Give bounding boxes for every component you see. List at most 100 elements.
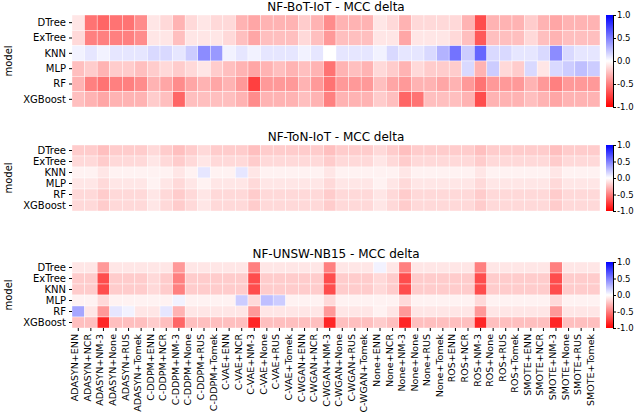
cell	[210, 92, 223, 107]
tick: MLP	[46, 178, 72, 189]
cell	[587, 76, 600, 91]
cell	[72, 273, 85, 284]
cell	[499, 156, 512, 167]
cell	[85, 306, 98, 317]
cell	[537, 178, 550, 189]
tick: None+NCR	[384, 328, 395, 387]
cell	[273, 262, 286, 273]
tick-label: ROS+Tomek	[509, 334, 520, 393]
cell	[122, 262, 135, 273]
cell	[462, 15, 475, 30]
cell	[235, 284, 248, 295]
tick-mark	[69, 172, 72, 173]
cell	[349, 189, 362, 200]
cell	[135, 200, 148, 211]
cell	[587, 15, 600, 30]
tick-label: RF	[53, 306, 66, 317]
cell	[223, 284, 236, 295]
cell	[72, 15, 85, 30]
cell	[575, 61, 588, 76]
cell	[160, 30, 173, 45]
cell	[562, 167, 575, 178]
tick: C-DDPM+NCR	[157, 328, 168, 401]
cell	[286, 317, 299, 328]
tick: ADASYN+None	[107, 328, 118, 406]
cell	[261, 295, 274, 306]
cell	[210, 145, 223, 156]
tick-mark	[69, 22, 72, 23]
cell	[298, 145, 311, 156]
cell	[298, 167, 311, 178]
cell	[135, 30, 148, 45]
cell	[424, 167, 437, 178]
cell	[587, 145, 600, 156]
cell	[537, 284, 550, 295]
tick-mark	[69, 183, 72, 184]
cell	[437, 30, 450, 45]
cell	[135, 92, 148, 107]
cell	[122, 167, 135, 178]
tick-label: -0.5	[617, 307, 634, 317]
cell	[210, 273, 223, 284]
tick-label: DTree	[37, 262, 66, 273]
cell	[437, 167, 450, 178]
cell	[323, 46, 336, 61]
cell	[399, 15, 412, 30]
cell	[512, 273, 525, 284]
cell	[474, 306, 487, 317]
cell	[550, 262, 563, 273]
tick: KNN	[44, 167, 72, 178]
tick: ADASYN+NM-3	[94, 328, 105, 406]
cell	[336, 145, 349, 156]
cell	[437, 76, 450, 91]
tick: C-WGAN+RUS	[346, 328, 357, 402]
cell	[537, 200, 550, 211]
cell	[386, 273, 399, 284]
cell	[135, 189, 148, 200]
cell	[273, 200, 286, 211]
cell	[512, 30, 525, 45]
cell	[462, 167, 475, 178]
cell	[525, 284, 538, 295]
y-axis: DTreeExTreeKNNMLPRFXGBoost	[23, 262, 72, 329]
cell	[72, 167, 85, 178]
cell	[499, 15, 512, 30]
cell	[525, 46, 538, 61]
cell	[374, 145, 387, 156]
cell	[298, 200, 311, 211]
cell	[587, 167, 600, 178]
cell	[587, 92, 600, 107]
cell	[550, 30, 563, 45]
axis-line	[69, 16, 73, 108]
cell	[185, 30, 198, 45]
cell	[424, 92, 437, 107]
cell	[72, 317, 85, 328]
cell	[499, 262, 512, 273]
cell	[122, 306, 135, 317]
title: NF-BoT-IoT - MCC delta	[267, 0, 404, 14]
cell	[323, 15, 336, 30]
panel: NF-UNSW-NB15 - MCC deltaDTreeExTreeKNNML…	[3, 247, 634, 412]
cell	[323, 156, 336, 167]
axis-line	[614, 263, 617, 329]
cell	[499, 284, 512, 295]
tick-label: MLP	[46, 295, 66, 306]
cell	[361, 15, 374, 30]
tick-label: MLP	[46, 178, 66, 189]
cell	[223, 156, 236, 167]
cell	[575, 306, 588, 317]
cell	[110, 15, 123, 30]
cell	[273, 156, 286, 167]
cell	[323, 167, 336, 178]
cell	[399, 61, 412, 76]
tick-label: DTree	[37, 17, 66, 28]
cell	[110, 46, 123, 61]
cell	[386, 76, 399, 91]
cell	[311, 189, 324, 200]
cell	[386, 306, 399, 317]
cell	[374, 200, 387, 211]
cell	[273, 306, 286, 317]
cell	[85, 273, 98, 284]
tick: C-VAE+NM-3	[245, 328, 256, 395]
cell	[198, 30, 211, 45]
